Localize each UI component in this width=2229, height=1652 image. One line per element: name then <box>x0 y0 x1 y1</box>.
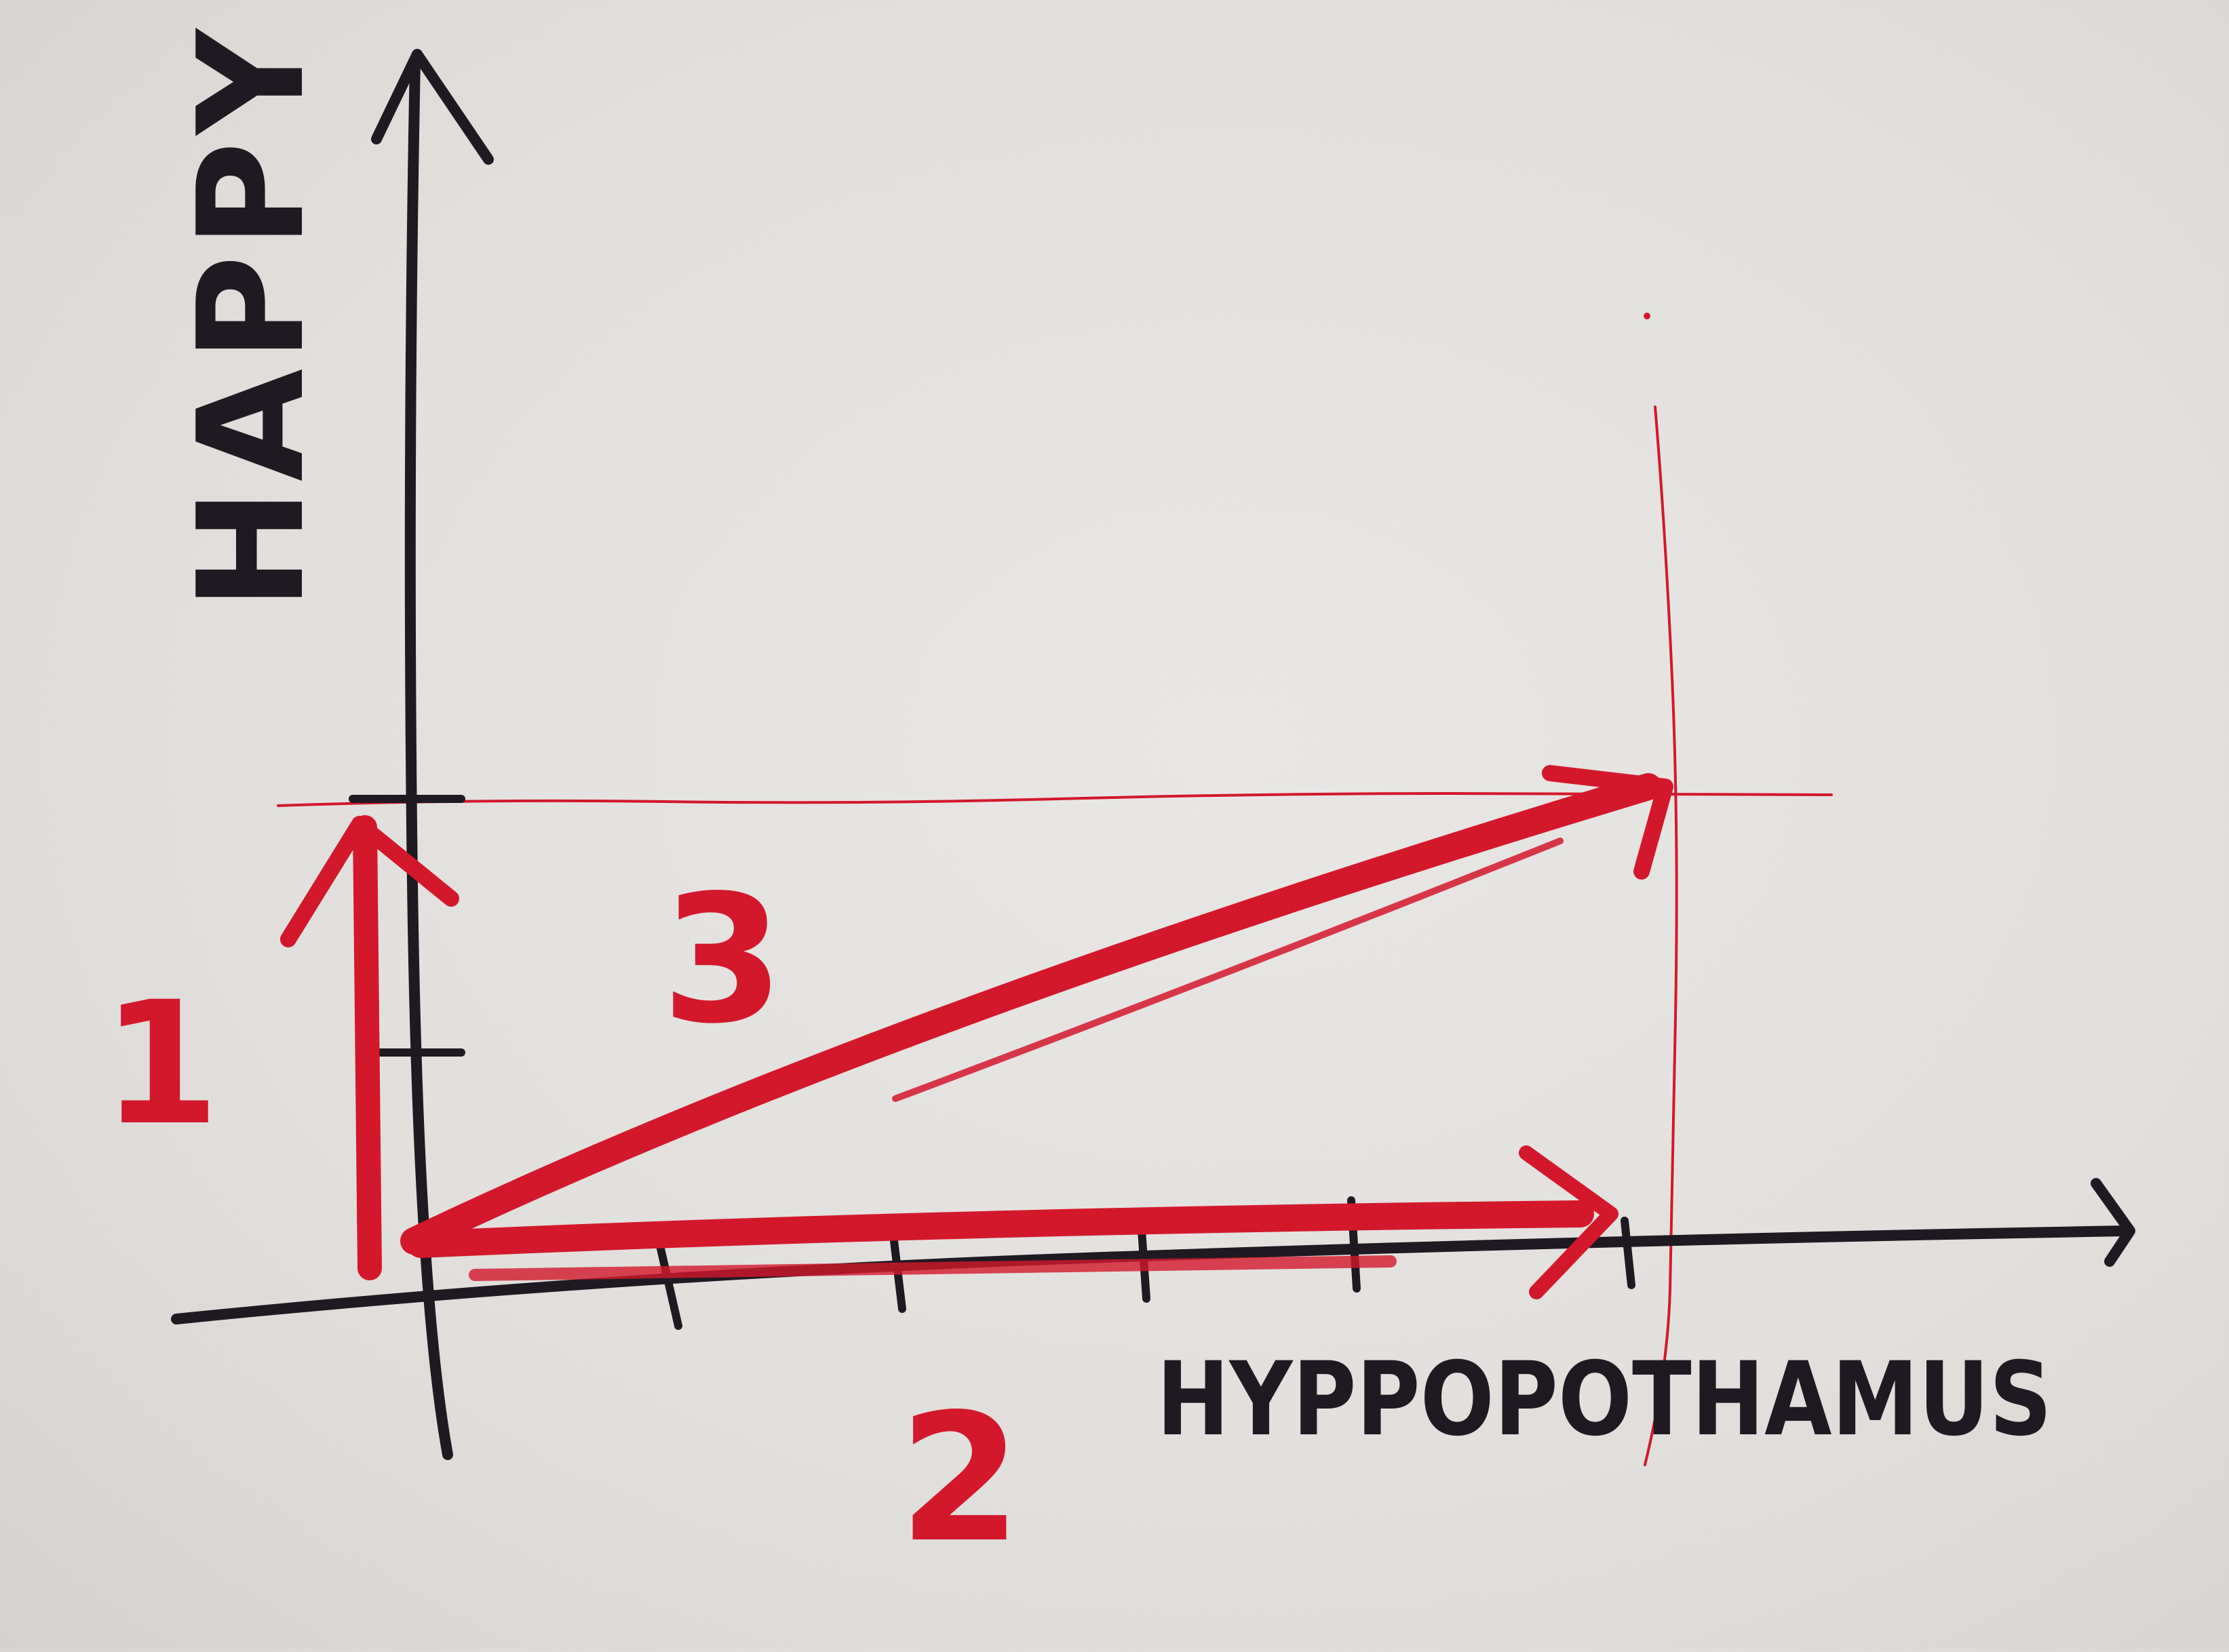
axes <box>171 49 2135 1460</box>
x-axis-tick <box>890 1237 906 1313</box>
vector-1-arrow <box>353 815 382 1280</box>
vector-3-arrow-shade <box>892 838 1564 1102</box>
vector-2-arrow <box>407 1200 1594 1258</box>
vector-2-arrow-shade <box>469 1255 1397 1281</box>
vectors <box>280 765 1673 1299</box>
vector-3-arrow <box>400 773 1662 1255</box>
vector-1-label: 1 <box>102 965 220 1162</box>
vector-2-arrowhead <box>1519 1145 1619 1299</box>
vector-3-label: 3 <box>661 858 784 1063</box>
y-axis <box>404 56 453 1460</box>
x-axis-arrowhead <box>2091 1178 2135 1267</box>
x-axis-label: HYPPOPOTHAMUS <box>1157 1341 2052 1459</box>
vector-2-label: 2 <box>899 1377 1022 1581</box>
horizontal-guide-line <box>277 791 1833 807</box>
labels: HAPPY HYPPOPOTHAMUS 1 2 3 <box>102 22 2052 1581</box>
guide-dot <box>1644 313 1650 319</box>
x-axis-tick <box>1621 1217 1635 1289</box>
vertical-guide-line <box>1644 406 1678 1466</box>
y-axis-arrowhead <box>371 49 494 165</box>
y-axis-label: HAPPY <box>166 22 336 610</box>
guide-lines <box>277 313 1833 1466</box>
vector-1-arrowhead <box>280 816 459 947</box>
x-axis <box>171 1225 2132 1324</box>
vector-3-arrowhead <box>1542 765 1673 880</box>
y-axis-ticks <box>349 795 465 1057</box>
